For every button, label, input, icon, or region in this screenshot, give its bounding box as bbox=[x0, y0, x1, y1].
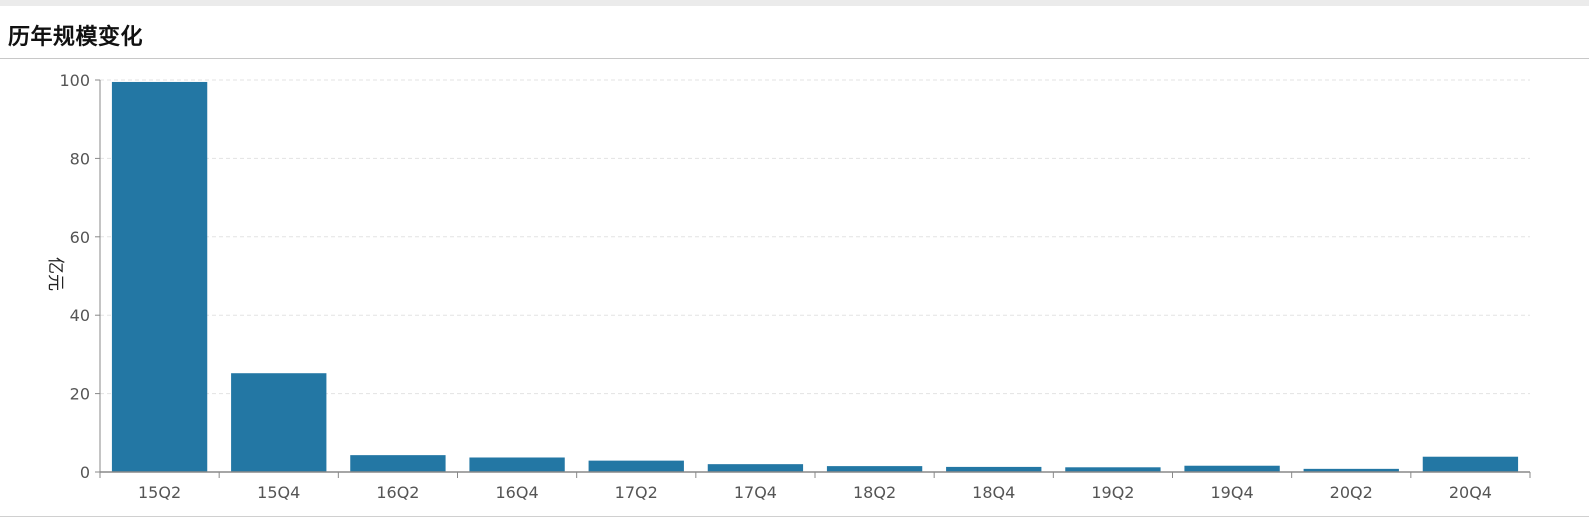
bar-16Q4[interactable] bbox=[469, 457, 565, 472]
chart-container: 0 20 40 60 80 100 15Q2 15Q4 16Q2 16Q4 17Q2 17Q4 18Q2… bbox=[0, 60, 1589, 524]
x-tick-label: 17Q4 bbox=[734, 483, 777, 502]
x-tick-label: 17Q2 bbox=[615, 483, 658, 502]
y-tick-label: 20 bbox=[70, 385, 90, 404]
bar-15Q4[interactable] bbox=[231, 373, 327, 472]
bar-19Q4[interactable] bbox=[1184, 465, 1280, 472]
y-tick-label: 60 bbox=[70, 228, 90, 247]
bar-chart: 0 20 40 60 80 100 15Q2 15Q4 16Q2 16Q4 17Q2 17Q4 18Q2… bbox=[45, 71, 1531, 502]
x-tick-label: 16Q2 bbox=[376, 483, 419, 502]
x-tick-label: 18Q2 bbox=[853, 483, 896, 502]
y-axis-label: 亿元 bbox=[45, 257, 65, 291]
bar-18Q4[interactable] bbox=[946, 466, 1042, 472]
x-tick-label: 15Q2 bbox=[138, 483, 181, 502]
bar-17Q2[interactable] bbox=[588, 460, 684, 472]
bar-20Q2[interactable] bbox=[1303, 468, 1399, 472]
top-strip bbox=[0, 0, 1589, 6]
panel-header: 历年规模变化 bbox=[0, 6, 1589, 59]
bar-17Q4[interactable] bbox=[707, 464, 804, 472]
bar-18Q2[interactable] bbox=[826, 466, 923, 472]
y-tick-label: 80 bbox=[70, 149, 90, 168]
bottom-divider bbox=[0, 516, 1589, 517]
grid-lines bbox=[100, 79, 1530, 395]
bar-15Q2[interactable] bbox=[111, 81, 208, 473]
x-tick-label: 20Q2 bbox=[1330, 483, 1373, 502]
bar-16Q2[interactable] bbox=[350, 455, 446, 472]
y-tick-label: 40 bbox=[70, 306, 90, 325]
bars bbox=[111, 81, 1519, 473]
bar-20Q4[interactable] bbox=[1422, 456, 1519, 472]
axes: 0 20 40 60 80 100 15Q2 15Q4 16Q2 16Q4 17Q2 17Q4 18Q2… bbox=[59, 71, 1531, 502]
x-tick-label: 15Q4 bbox=[257, 483, 300, 502]
x-tick-label: 16Q4 bbox=[496, 483, 539, 502]
x-tick-label: 19Q2 bbox=[1091, 483, 1134, 502]
bar-19Q2[interactable] bbox=[1065, 467, 1161, 472]
panel-title: 历年规模变化 bbox=[8, 25, 144, 50]
y-tick-label: 100 bbox=[59, 71, 90, 90]
x-tick-label: 19Q4 bbox=[1211, 483, 1254, 502]
y-tick-label: 0 bbox=[80, 463, 90, 482]
x-tick-label: 18Q4 bbox=[972, 483, 1015, 502]
x-tick-label: 20Q4 bbox=[1449, 483, 1492, 502]
